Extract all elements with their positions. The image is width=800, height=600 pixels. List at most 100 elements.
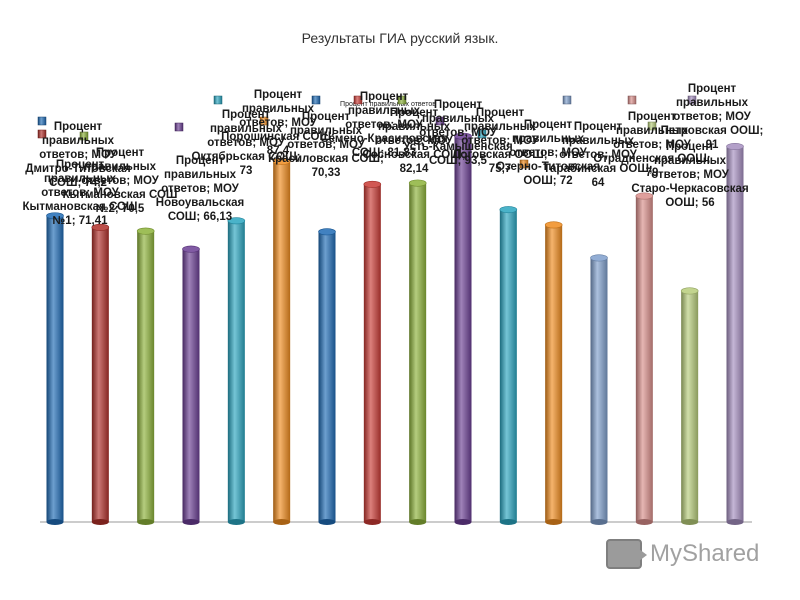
data-label-15: Процент правильных ответов; МОУ Старо-Черка… — [631, 141, 748, 209]
legend-marker-7 — [311, 95, 321, 105]
bar-cap — [227, 217, 246, 225]
legend-marker-8 — [353, 95, 363, 105]
data-label-16: Процент правильных ответов; МОУ Петровская … — [661, 83, 764, 151]
bar-body — [137, 231, 155, 523]
bar-base — [545, 519, 563, 525]
bar-base — [454, 519, 472, 525]
bar-cap — [272, 157, 291, 165]
bar-5 — [227, 217, 246, 525]
bar-body — [182, 249, 200, 522]
bar-base — [227, 519, 245, 525]
bar-cap — [544, 221, 563, 229]
bar-body — [273, 161, 291, 523]
watermark-logo: MyShared — [606, 537, 766, 571]
bar-base — [137, 519, 155, 525]
bar-13 — [590, 254, 608, 525]
bar-15 — [680, 287, 699, 525]
bar-base — [46, 519, 64, 525]
data-label-3: Процент правильных ответов; МОУ Кытмановска… — [63, 147, 178, 215]
bar-cap — [635, 192, 654, 200]
bar-11 — [499, 206, 518, 525]
bar-2 — [91, 223, 110, 525]
bar-cap — [363, 180, 382, 188]
legend-marker-5 — [213, 95, 223, 105]
bar-cap — [46, 212, 64, 220]
bar-cap — [318, 228, 336, 236]
bar-7 — [318, 228, 336, 525]
data-label-1: Процент правильных ответов; МОУ Дмитро-Тито… — [25, 121, 130, 189]
bar-cap — [182, 245, 200, 253]
bar-body — [318, 231, 336, 522]
legend-marker-16 — [687, 95, 697, 105]
bar-body — [409, 183, 427, 522]
watermark-text: MyShared — [650, 540, 760, 567]
data-label-8: Процент правильных ответов; МОУ Семено-Крас… — [320, 91, 447, 159]
bar-base — [363, 519, 381, 525]
legend-marker-13 — [562, 95, 572, 105]
legend-marker-11 — [477, 129, 487, 139]
bar-16 — [726, 143, 744, 525]
bar-base — [273, 519, 291, 525]
bar-1 — [46, 212, 64, 525]
bar-8 — [363, 180, 382, 525]
data-label-4: Процент правильных ответов; МОУ Новоувальск… — [156, 155, 244, 223]
data-label-5: Процент правильных ответов; МОУ Октябрьская… — [191, 109, 300, 177]
data-label-9: Процент правильных ответов; МОУ Сосновская … — [362, 107, 465, 175]
bar-body — [454, 136, 472, 523]
bar-cap — [454, 132, 472, 140]
bar-6 — [272, 157, 291, 525]
legend-marker-14 — [627, 95, 637, 105]
bar-cap — [680, 287, 699, 295]
bar-cap — [91, 223, 110, 231]
data-label-11: Процент правильных ответов; МОУ Логовская О… — [452, 107, 547, 175]
legend-marker-1 — [37, 116, 47, 126]
bar-base — [409, 519, 427, 525]
bar-4 — [182, 245, 200, 525]
legend-marker-2 — [37, 129, 47, 139]
bar-cap — [726, 143, 744, 151]
bar-base — [726, 519, 744, 525]
data-label-2: Процент правильных ответов; МОУ Кытмановска… — [23, 159, 138, 227]
data-label-10: Процент правильных ответов; МОУ Усть-Камыше… — [403, 99, 512, 167]
bar-body — [590, 257, 608, 522]
legend-marker-15 — [647, 121, 657, 131]
data-label-12: Процент правильных ответов; МОУ Озерно-Тито… — [496, 119, 600, 187]
bar-9 — [408, 179, 427, 525]
bar-body — [635, 196, 653, 522]
inner-chart-title: Процент правильных ответов — [340, 101, 436, 108]
bar-body — [681, 290, 699, 522]
bar-base — [499, 519, 517, 525]
bar-14 — [635, 192, 654, 525]
bar-base — [182, 519, 200, 525]
legend-marker-10 — [435, 116, 445, 126]
legend-marker-9 — [397, 95, 407, 105]
bar-base — [91, 519, 109, 525]
bar-body — [363, 184, 381, 523]
legend-marker-4 — [174, 122, 184, 132]
data-label-14: Процент правильных ответов; МОУ Отрадненска… — [593, 111, 710, 179]
bar-cap — [499, 206, 518, 214]
data-label-13: Процент правильных ответов; МОУ Тарабинская… — [543, 121, 652, 189]
bar-cap — [590, 254, 608, 262]
bar-body — [545, 224, 563, 522]
data-label-6: Процент правильных ответов; МОУ Порошинская… — [221, 89, 335, 157]
data-label-7: Процент правильных ответов; МОУ Красиловска… — [268, 111, 384, 179]
bar-12 — [544, 221, 563, 525]
legend-marker-12 — [519, 159, 529, 169]
bar-3 — [136, 227, 155, 525]
bar-base — [590, 519, 608, 525]
bar-base — [318, 519, 336, 525]
bar-base — [681, 519, 699, 525]
play-icon — [606, 539, 647, 569]
bar-body — [46, 215, 64, 522]
legend-marker-3 — [79, 131, 89, 141]
bar-cap — [136, 227, 155, 235]
bar-body — [499, 209, 517, 523]
chart-title: Результаты ГИА русский язык. — [301, 30, 499, 46]
bar-base — [635, 519, 653, 525]
bar-body — [726, 146, 744, 523]
bar-10 — [454, 132, 472, 525]
bar-cap — [408, 179, 427, 187]
legend-marker-6 — [259, 116, 269, 126]
